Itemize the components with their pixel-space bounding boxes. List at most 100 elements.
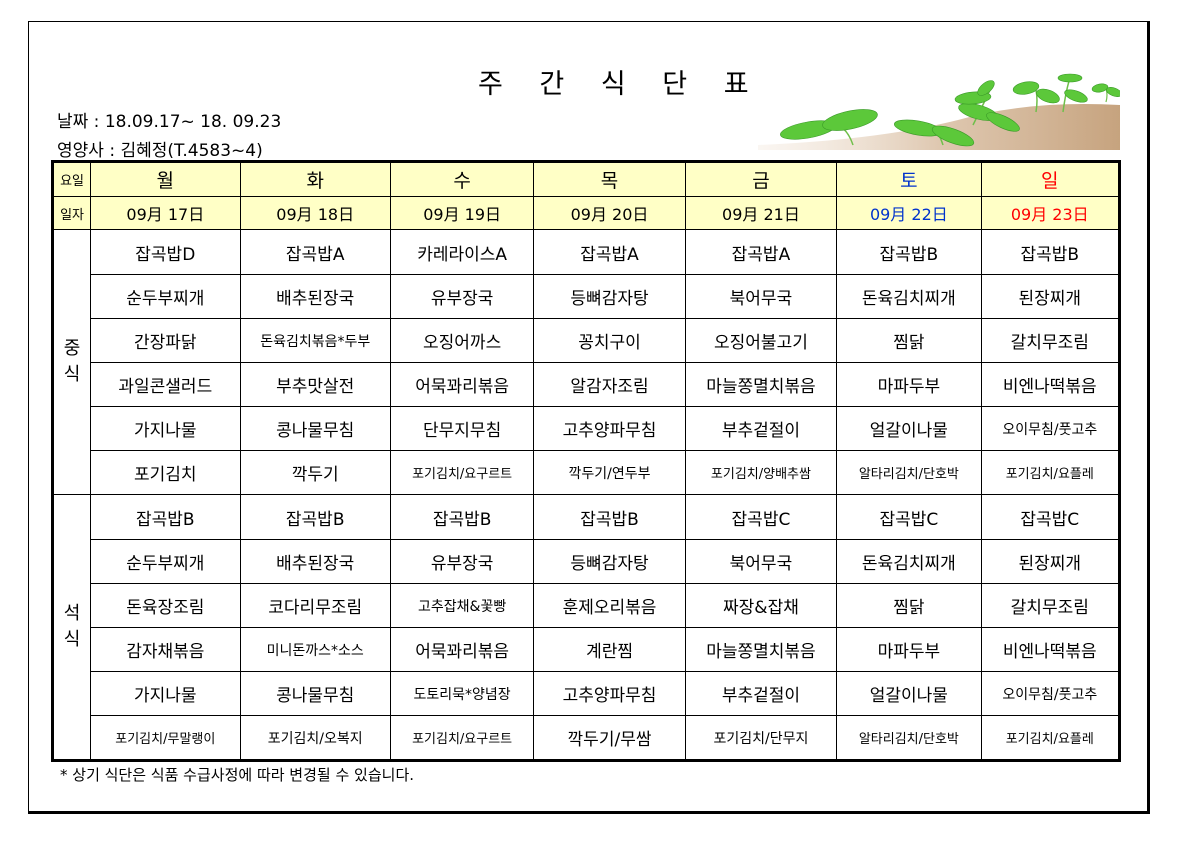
- menu-item: 돈육김치볶음*두부: [239, 318, 391, 363]
- menu-item: 포기김치/양배추쌈: [684, 450, 838, 495]
- date-row-label: 일자: [51, 196, 92, 230]
- footnote: * 상기 식단은 식품 수급사정에 따라 변경될 수 있습니다.: [60, 766, 415, 784]
- menu-item: 북어무국: [684, 539, 838, 584]
- menu-item: 된장찌개: [980, 539, 1121, 584]
- date-sun: 09月 23日: [980, 196, 1121, 230]
- menu-item: 배추된장국: [239, 539, 391, 584]
- menu-item: 깍두기/무쌈: [533, 715, 686, 761]
- menu-item: 어묵꽈리볶음: [389, 627, 535, 672]
- dinner-row: 포기김치/무말랭이 포기김치/오복지 포기김치/요구르트 깍두기/무쌈 포기김치…: [53, 715, 1121, 761]
- lunch-row: 간장파닭 돈육김치볶음*두부 오징어까스 꽁치구이 오징어불고기 찜닭 갈치무조…: [53, 318, 1121, 363]
- day-header-row: 요일 월 화 수 목 금 토 일: [51, 161, 1121, 197]
- menu-item: 갈치무조림: [980, 583, 1121, 628]
- page-frame: [28, 21, 1150, 814]
- menu-item: 간장파닭: [90, 318, 241, 363]
- day-mon: 월: [90, 161, 241, 197]
- menu-item: 포기김치/요플레: [980, 450, 1121, 495]
- menu-item: 훈제오리볶음: [533, 583, 686, 628]
- menu-item: 오이무침/풋고추: [980, 406, 1121, 451]
- menu-item: 비엔나떡볶음: [980, 362, 1121, 407]
- menu-item: 깍두기: [239, 450, 391, 495]
- day-tue: 화: [239, 161, 391, 197]
- menu-item: 북어무국: [684, 274, 838, 319]
- menu-item: 찜닭: [836, 318, 982, 363]
- date-tue: 09月 18日: [239, 196, 391, 230]
- lunch-row: 과일콘샐러드 부추맛살전 어묵꽈리볶음 알감자조림 마늘쫑멸치볶음 마파두부 비…: [53, 362, 1121, 407]
- dinner-row: 순두부찌개 배추된장국 유부장국 등뼈감자탕 북어무국 돈육김치찌개 된장찌개: [53, 539, 1121, 584]
- dinner-row: 가지나물 콩나물무침 도토리묵*양념장 고추양파무침 부추겉절이 얼갈이나물 오…: [53, 671, 1121, 716]
- menu-item: 포기김치/오복지: [239, 715, 391, 761]
- menu-item: 잡곡밥A: [533, 229, 686, 275]
- menu-item: 유부장국: [389, 274, 535, 319]
- lunch-row: 중 식 잡곡밥D 잡곡밥A 카레라이스A 잡곡밥A 잡곡밥A 잡곡밥B 잡곡밥B: [51, 229, 1121, 495]
- menu-item: 얼갈이나물: [836, 406, 982, 451]
- lunch-label-top: 중: [63, 338, 81, 359]
- menu-item: 카레라이스A: [389, 229, 535, 275]
- menu-item: 마늘쫑멸치볶음: [684, 362, 838, 407]
- menu-item: 가지나물: [90, 406, 241, 451]
- lunch-row: 순두부찌개 배추된장국 유부장국 등뼈감자탕 북어무국 돈육김치찌개 된장찌개: [53, 274, 1121, 319]
- menu-item: 계란찜: [533, 627, 686, 672]
- menu-item: 꽁치구이: [533, 318, 686, 363]
- menu-item: 잡곡밥C: [684, 494, 838, 540]
- lunch-section-label: 중 식: [51, 229, 92, 495]
- menu-item: 등뼈감자탕: [533, 539, 686, 584]
- menu-item: 오징어불고기: [684, 318, 838, 363]
- menu-item: 감자채볶음: [90, 627, 241, 672]
- menu-item: 알감자조림: [533, 362, 686, 407]
- menu-item: 돈육김치찌개: [836, 539, 982, 584]
- menu-item: 부추겉절이: [684, 671, 838, 716]
- date-sat: 09月 22日: [836, 196, 982, 230]
- page-title: 주 간 식 단 표: [478, 69, 763, 100]
- menu-item: 포기김치/요구르트: [389, 450, 535, 495]
- menu-item: 얼갈이나물: [836, 671, 982, 716]
- date-range: 날짜 : 18.09.17~ 18. 09.23: [57, 112, 282, 132]
- menu-item: 콩나물무침: [239, 406, 391, 451]
- menu-item: 된장찌개: [980, 274, 1121, 319]
- menu-item: 어묵꽈리볶음: [389, 362, 535, 407]
- menu-item: 부추겉절이: [684, 406, 838, 451]
- menu-item: 도토리묵*양념장: [389, 671, 535, 716]
- menu-item: 등뼈감자탕: [533, 274, 686, 319]
- menu-item: 잡곡밥A: [684, 229, 838, 275]
- menu-item: 부추맛살전: [239, 362, 391, 407]
- menu-item: 돈육김치찌개: [836, 274, 982, 319]
- lunch-row: 가지나물 콩나물무침 단무지무침 고추양파무침 부추겉절이 얼갈이나물 오이무침…: [53, 406, 1121, 451]
- menu-item: 고추양파무침: [533, 671, 686, 716]
- dinner-row: 돈육장조림 코다리무조림 고추잡채&꽃빵 훈제오리볶음 짜장&잡채 찜닭 갈치무…: [53, 583, 1121, 628]
- menu-item: 포기김치/요구르트: [389, 715, 535, 761]
- menu-item: 잡곡밥C: [980, 494, 1121, 540]
- menu-item: 코다리무조림: [239, 583, 391, 628]
- date-mon: 09月 17日: [90, 196, 241, 230]
- lunch-label-bottom: 식: [63, 364, 81, 385]
- menu-item: 잡곡밥B: [239, 494, 391, 540]
- menu-item: 알타리김치/단호박: [836, 715, 982, 761]
- day-wed: 수: [389, 161, 535, 197]
- menu-item: 잡곡밥C: [836, 494, 982, 540]
- menu-item: 잡곡밥B: [389, 494, 535, 540]
- menu-item: 돈육장조림: [90, 583, 241, 628]
- dinner-section-label: 석 식: [51, 494, 92, 761]
- menu-item: 비엔나떡볶음: [980, 627, 1121, 672]
- menu-item: 잡곡밥A: [239, 229, 391, 275]
- menu-item: 순두부찌개: [90, 274, 241, 319]
- nutritionist-info: 영양사 : 김혜정(T.4583~4): [57, 141, 263, 161]
- day-fri: 금: [684, 161, 838, 197]
- dinner-row: 감자채볶음 미니돈까스*소스 어묵꽈리볶음 계란찜 마늘쫑멸치볶음 마파두부 비…: [53, 627, 1121, 672]
- date-fri: 09月 21日: [684, 196, 838, 230]
- menu-item: 오징어까스: [389, 318, 535, 363]
- menu-item: 깍두기/연두부: [533, 450, 686, 495]
- weekly-menu-table: 요일 월 화 수 목 금 토 일 일자 09月 17日 09月 18日 09月 …: [51, 160, 1121, 762]
- menu-item: 잡곡밥B: [533, 494, 686, 540]
- menu-item: 마파두부: [836, 627, 982, 672]
- menu-item: 유부장국: [389, 539, 535, 584]
- day-sun: 일: [980, 161, 1121, 197]
- menu-item: 미니돈까스*소스: [239, 627, 391, 672]
- dinner-label-bottom: 식: [63, 629, 81, 650]
- day-sat: 토: [836, 161, 982, 197]
- date-wed: 09月 19日: [389, 196, 535, 230]
- menu-item: 오이무침/풋고추: [980, 671, 1121, 716]
- menu-item: 알타리김치/단호박: [836, 450, 982, 495]
- menu-item: 배추된장국: [239, 274, 391, 319]
- day-thu: 목: [533, 161, 686, 197]
